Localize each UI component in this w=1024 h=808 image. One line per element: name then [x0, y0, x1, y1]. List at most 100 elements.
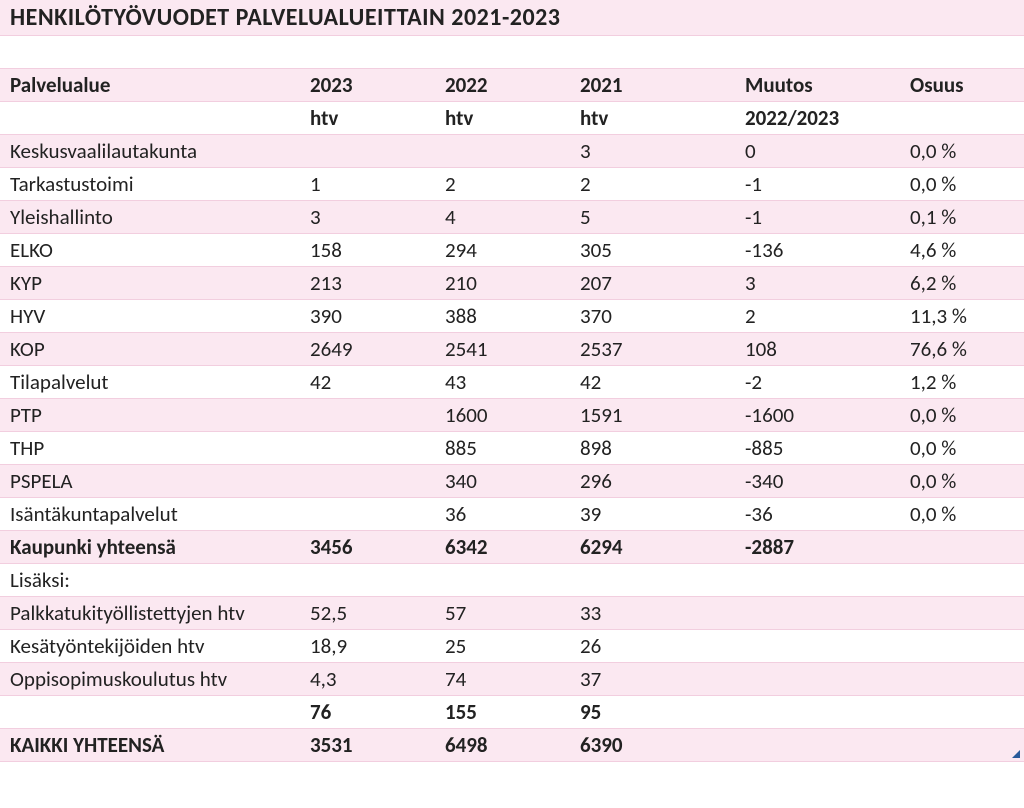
- row-name: PSPELA: [0, 465, 300, 498]
- row-muutos: -885: [735, 432, 900, 465]
- table-row: Palkkatukityöllistettyjen htv 52,5 57 33: [0, 597, 1024, 630]
- row-2023: 18,9: [300, 630, 435, 663]
- table-row: Isäntäkuntapalvelut 36 39 -36 0,0 %: [0, 498, 1024, 531]
- city-total-row: Kaupunki yhteensä 3456 6342 6294 -2887: [0, 531, 1024, 564]
- personnel-table: HENKILÖTYÖVUODET PALVELUALUEITTAIN 2021-…: [0, 0, 1024, 762]
- row-name: ELKO: [0, 234, 300, 267]
- row-2022: 1600: [435, 399, 570, 432]
- subheader-c3: htv: [435, 102, 570, 135]
- grand-total-2021: 6390: [570, 729, 735, 762]
- row-2023: [300, 465, 435, 498]
- resize-handle-icon: [1012, 750, 1020, 758]
- grand-total-2023: 3531: [300, 729, 435, 762]
- row-2023: 3: [300, 201, 435, 234]
- row-osuus: 0,0 %: [900, 465, 1024, 498]
- row-2021: 296: [570, 465, 735, 498]
- row-osuus: 11,3 %: [900, 300, 1024, 333]
- city-total-osuus: [900, 531, 1024, 564]
- table-row: Yleishallinto 3 4 5 -1 0,1 %: [0, 201, 1024, 234]
- header-2023: 2023: [300, 69, 435, 102]
- table-row: PTP 1600 1591 -1600 0,0 %: [0, 399, 1024, 432]
- table-row: Tarkastustoimi 1 2 2 -1 0,0 %: [0, 168, 1024, 201]
- header-palvelualue: Palvelualue: [0, 69, 300, 102]
- row-osuus: 0,0 %: [900, 135, 1024, 168]
- row-2023: 52,5: [300, 597, 435, 630]
- header-2021: 2021: [570, 69, 735, 102]
- additional-total-name: [0, 696, 300, 729]
- row-osuus: [900, 630, 1024, 663]
- row-2023: 158: [300, 234, 435, 267]
- row-2021: 33: [570, 597, 735, 630]
- row-name: Kesätyöntekijöiden htv: [0, 630, 300, 663]
- table-row: Oppisopimuskoulutus htv 4,3 74 37: [0, 663, 1024, 696]
- row-2023: 213: [300, 267, 435, 300]
- row-name: Tilapalvelut: [0, 366, 300, 399]
- table-row: KOP 2649 2541 2537 108 76,6 %: [0, 333, 1024, 366]
- row-osuus: 0,1 %: [900, 201, 1024, 234]
- row-name: HYV: [0, 300, 300, 333]
- row-2023: [300, 135, 435, 168]
- row-osuus: [900, 663, 1024, 696]
- row-2022: 74: [435, 663, 570, 696]
- row-2022: 4: [435, 201, 570, 234]
- row-name: Keskusvaalilautakunta: [0, 135, 300, 168]
- additional-total-muutos: [735, 696, 900, 729]
- row-2023: 1: [300, 168, 435, 201]
- header-2022: 2022: [435, 69, 570, 102]
- table-container: HENKILÖTYÖVUODET PALVELUALUEITTAIN 2021-…: [0, 0, 1024, 762]
- row-2021: 305: [570, 234, 735, 267]
- row-2022: 2541: [435, 333, 570, 366]
- row-name: Oppisopimuskoulutus htv: [0, 663, 300, 696]
- row-name: PTP: [0, 399, 300, 432]
- table-row: Tilapalvelut 42 43 42 -2 1,2 %: [0, 366, 1024, 399]
- city-total-name: Kaupunki yhteensä: [0, 531, 300, 564]
- row-osuus: 0,0 %: [900, 498, 1024, 531]
- row-muutos: 0: [735, 135, 900, 168]
- row-name: Isäntäkuntapalvelut: [0, 498, 300, 531]
- city-total-2023: 3456: [300, 531, 435, 564]
- row-osuus: 4,6 %: [900, 234, 1024, 267]
- grand-total-muutos: [735, 729, 900, 762]
- row-2023: 4,3: [300, 663, 435, 696]
- additional-total-2023: 76: [300, 696, 435, 729]
- row-muutos: 2: [735, 300, 900, 333]
- row-muutos: [735, 630, 900, 663]
- row-2021: 207: [570, 267, 735, 300]
- subheader-c2: htv: [300, 102, 435, 135]
- row-muutos: -36: [735, 498, 900, 531]
- row-2023: 42: [300, 366, 435, 399]
- row-2022: 2: [435, 168, 570, 201]
- header-muutos: Muutos: [735, 69, 900, 102]
- row-2023: [300, 498, 435, 531]
- table-row: PSPELA 340 296 -340 0,0 %: [0, 465, 1024, 498]
- title-row: HENKILÖTYÖVUODET PALVELUALUEITTAIN 2021-…: [0, 0, 1024, 36]
- row-2021: 5: [570, 201, 735, 234]
- header-osuus: Osuus: [900, 69, 1024, 102]
- additional-label-row: Lisäksi:: [0, 564, 1024, 597]
- row-name: Tarkastustoimi: [0, 168, 300, 201]
- row-name: Yleishallinto: [0, 201, 300, 234]
- row-osuus: [900, 597, 1024, 630]
- row-2022: 43: [435, 366, 570, 399]
- row-2022: 25: [435, 630, 570, 663]
- table-row: KYP 213 210 207 3 6,2 %: [0, 267, 1024, 300]
- row-2021: 26: [570, 630, 735, 663]
- row-2022: 294: [435, 234, 570, 267]
- row-2022: 36: [435, 498, 570, 531]
- row-2021: 37: [570, 663, 735, 696]
- row-muutos: [735, 663, 900, 696]
- row-muutos: -1: [735, 201, 900, 234]
- additional-total-row: 76 155 95: [0, 696, 1024, 729]
- row-muutos: -1: [735, 168, 900, 201]
- row-muutos: 3: [735, 267, 900, 300]
- row-muutos: -136: [735, 234, 900, 267]
- grand-total-2022: 6498: [435, 729, 570, 762]
- row-2023: 2649: [300, 333, 435, 366]
- row-name: KOP: [0, 333, 300, 366]
- row-2022: [435, 135, 570, 168]
- table-body: HENKILÖTYÖVUODET PALVELUALUEITTAIN 2021-…: [0, 0, 1024, 762]
- row-2021: 2: [570, 168, 735, 201]
- table-row: Kesätyöntekijöiden htv 18,9 25 26: [0, 630, 1024, 663]
- row-osuus: 76,6 %: [900, 333, 1024, 366]
- row-2022: 210: [435, 267, 570, 300]
